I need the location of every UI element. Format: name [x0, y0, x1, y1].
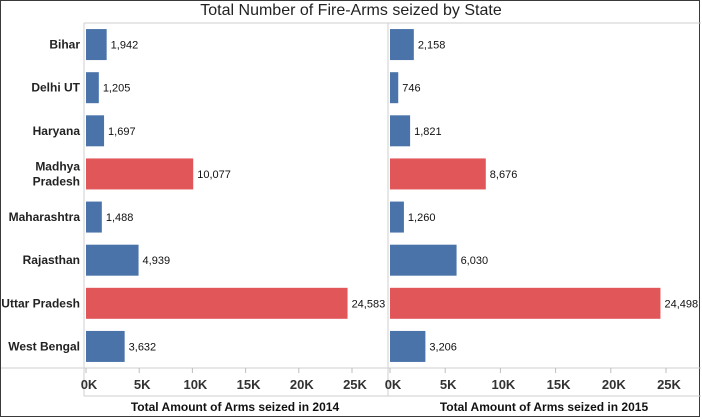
- category-label: Bihar: [49, 38, 80, 52]
- category-label: Uttar Pradesh: [1, 296, 80, 310]
- category-label: Maharashtra: [9, 210, 81, 224]
- x-tick-label: 0K: [81, 377, 98, 392]
- x-tick-label: 5K: [440, 377, 457, 392]
- data-label: 3,206: [429, 341, 457, 353]
- bar: [86, 72, 99, 104]
- bar: [390, 287, 661, 319]
- x-axis-title: Total Amount of Arms seized in 2015: [440, 400, 649, 414]
- data-label: 1,821: [414, 126, 442, 138]
- category-label: Rajasthan: [23, 253, 80, 267]
- data-label: 1,205: [103, 83, 131, 95]
- x-tick-label: 20K: [602, 377, 626, 392]
- x-tick-label: 10K: [491, 377, 515, 392]
- x-tick-label: 25K: [657, 377, 681, 392]
- data-label: 3,632: [129, 341, 157, 353]
- bar: [390, 201, 404, 233]
- data-label: 1,942: [111, 40, 139, 52]
- category-label: Madhya Pradesh: [33, 159, 81, 188]
- data-label: 1,260: [408, 212, 436, 224]
- data-label: 4,939: [143, 255, 171, 267]
- bar: [86, 29, 107, 61]
- x-tick-label: 0K: [385, 377, 402, 392]
- chart-title: Total Number of Fire-Arms seized by Stat…: [200, 2, 502, 19]
- category-label: Delhi UT: [31, 81, 80, 95]
- bar: [390, 72, 399, 104]
- data-label: 2,158: [418, 40, 446, 52]
- x-tick-label: 15K: [547, 377, 571, 392]
- bar: [86, 201, 102, 233]
- data-label: 10,077: [197, 169, 231, 181]
- bar: [390, 115, 411, 147]
- data-label: 1,488: [106, 212, 134, 224]
- bar: [86, 244, 139, 276]
- x-axis-title: Total Amount of Arms seized in 2014: [131, 400, 340, 414]
- data-label: 24,583: [352, 298, 386, 310]
- data-label: 8,676: [490, 169, 518, 181]
- x-tick-label: 15K: [237, 377, 261, 392]
- bar: [86, 330, 125, 362]
- data-label: 1,697: [108, 126, 136, 138]
- category-label: Haryana: [33, 124, 81, 138]
- bar: [86, 115, 105, 147]
- data-label: 746: [402, 83, 420, 95]
- data-label: 24,498: [664, 298, 698, 310]
- x-tick-label: 25K: [343, 377, 367, 392]
- data-label: 6,030: [461, 255, 489, 267]
- x-tick-label: 5K: [134, 377, 151, 392]
- x-tick-label: 10K: [183, 377, 207, 392]
- bar: [390, 330, 426, 362]
- bar: [390, 158, 486, 190]
- bar: [390, 244, 457, 276]
- x-tick-label: 20K: [290, 377, 314, 392]
- bar: [86, 158, 194, 190]
- bar: [86, 287, 348, 319]
- bar: [390, 29, 414, 61]
- category-label: West Bengal: [8, 339, 80, 353]
